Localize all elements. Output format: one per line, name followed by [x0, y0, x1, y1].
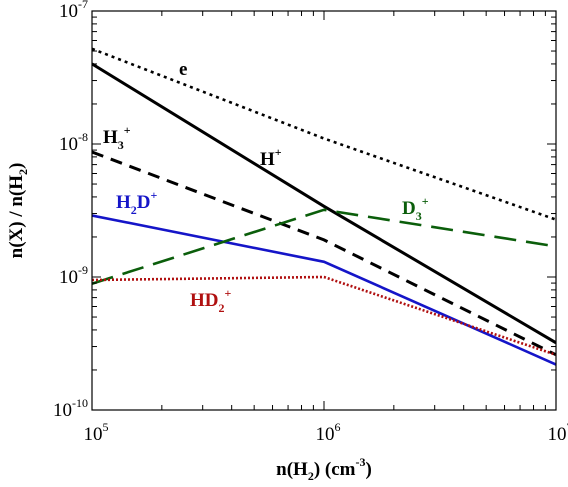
x-axis-label-main: n(H: [276, 459, 308, 480]
x-axis-label-rest: ) (cm: [314, 459, 356, 480]
series-line-hd2plus: [92, 275, 556, 357]
y-axis-label: n(X) / n(H2): [6, 163, 30, 259]
x-axis-label-end: ): [366, 459, 372, 480]
x-axis-label-sub: 2: [308, 469, 314, 483]
series-line-h3plus: [92, 150, 556, 357]
y-tick-label: 10-9: [59, 263, 88, 288]
y-tick-label: 10-10: [53, 396, 88, 421]
x-tick-label: 106: [316, 420, 341, 445]
series-labels: e H+ H3+ H2D+ D3+ HD2+: [103, 59, 429, 315]
series-line-hplus: [92, 62, 556, 345]
series-label-h2dplus: H2D+: [116, 188, 158, 217]
y-axis-label-main: n(X) / n(H: [6, 175, 27, 259]
series-line-h2dplus: [92, 214, 556, 366]
series-label-e: e: [179, 59, 187, 80]
x-axis-label-sup: -3: [356, 455, 366, 469]
series-layer: [92, 47, 556, 366]
y-axis-label-end: ): [6, 163, 27, 169]
x-tick-label: 107: [548, 420, 568, 445]
series-label-hd2plus: HD2+: [190, 286, 232, 315]
series-label-d3plus: D3+: [402, 194, 429, 223]
x-axis-label: n(H2) (cm-3): [276, 455, 372, 483]
series-line-d3plus: [92, 208, 556, 285]
y-tick-label: 10-7: [59, 0, 88, 22]
y-axis-label-sub: 2: [16, 169, 30, 175]
series-label-hplus: H+: [260, 145, 282, 170]
x-tick-label: 105: [84, 420, 109, 445]
y-tick-label: 10-8: [59, 130, 88, 155]
series-label-h3plus: H3+: [103, 123, 131, 152]
ticks-layer: 105 106 107 10-10 10-9 10-8 10-7: [53, 0, 568, 445]
series-line-e: [92, 47, 556, 221]
